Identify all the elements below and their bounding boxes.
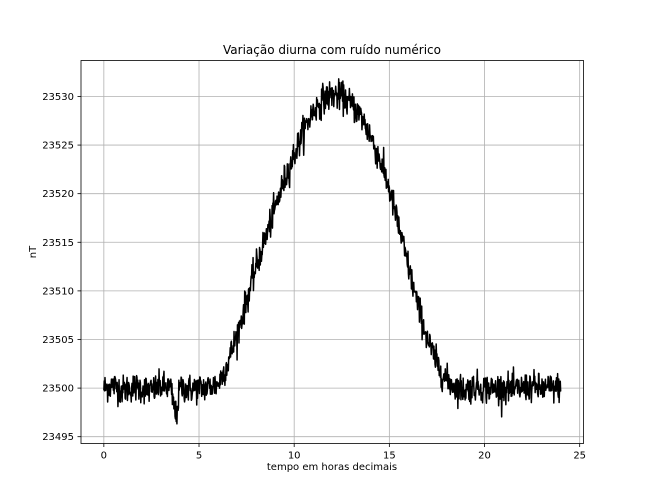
chart-title: Variação diurna com ruído numérico	[223, 43, 441, 57]
ticks: 0 5 10 15 20 25 23495 23500 23505 23510 23515 23520…	[42, 92, 586, 462]
x-axis-title: tempo em horas decimais	[267, 462, 397, 473]
x-tick-label: 25	[573, 451, 586, 462]
y-tick-label: 23505	[42, 335, 74, 346]
y-axis-title: nT	[28, 245, 39, 258]
x-tick-label: 15	[383, 451, 396, 462]
plot-frame	[80, 60, 584, 444]
y-tick-label: 23510	[42, 286, 74, 297]
y-tick-label: 23525	[42, 141, 74, 152]
y-tick-label: 23515	[42, 238, 74, 249]
x-tick-label: 10	[288, 451, 301, 462]
x-tick-label: 0	[101, 451, 107, 462]
series-line	[103, 78, 562, 425]
y-tick-label: 23500	[42, 384, 74, 395]
x-tick-label: 20	[478, 451, 491, 462]
y-tick-label: 23495	[42, 432, 74, 443]
series-layer	[103, 78, 562, 425]
y-tick-label: 23520	[42, 189, 74, 200]
x-tick-label: 5	[196, 451, 202, 462]
y-tick-label: 23530	[42, 92, 74, 103]
